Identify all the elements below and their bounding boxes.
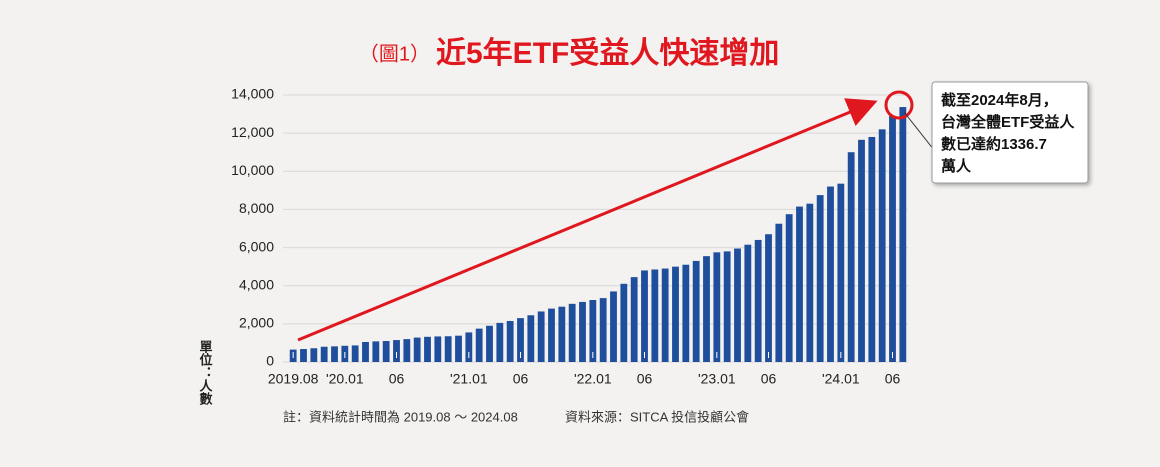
y-tick-label: 14,000 <box>231 86 274 102</box>
y-axis-label: 單位：人數 <box>198 340 213 406</box>
x-tick-label: '23.01 <box>698 371 736 387</box>
bar <box>444 336 452 362</box>
bar <box>620 283 628 362</box>
bar <box>827 186 834 362</box>
bar <box>558 306 566 362</box>
x-tick-label: '22.01 <box>574 371 612 387</box>
bar <box>465 332 473 362</box>
x-tick-label: '21.01 <box>450 371 488 387</box>
bar <box>331 346 338 362</box>
x-tick-label: 06 <box>389 371 405 387</box>
annotation-line: 截至2024年8月， <box>941 91 1058 109</box>
trend-arrow <box>297 98 878 342</box>
annotation-line: 萬人 <box>941 157 972 175</box>
bar <box>310 348 318 362</box>
bar <box>651 269 659 362</box>
bar <box>734 248 741 362</box>
bar <box>682 264 690 362</box>
bar <box>351 345 359 362</box>
bar <box>548 308 555 362</box>
bar <box>320 346 328 362</box>
y-tick-label: 2,000 <box>239 315 274 331</box>
annotation-line: 數已達約1336.7 <box>941 135 1047 153</box>
x-tick-label: '24.01 <box>822 371 860 387</box>
bar <box>723 251 731 362</box>
bar <box>775 223 783 362</box>
x-tick-label: 06 <box>885 371 901 387</box>
y-tick-label: 4,000 <box>239 276 274 292</box>
bar <box>868 136 876 362</box>
bar <box>413 337 421 362</box>
bar <box>434 336 442 362</box>
bar <box>568 303 576 362</box>
bar <box>610 291 617 362</box>
pointer <box>903 111 935 151</box>
plot: 0 2,000 4,000 6,000 8,000 10,000 12,000 14,000 2… <box>231 86 908 387</box>
bar <box>661 268 669 362</box>
bar <box>847 152 855 362</box>
chart-title: 近5年ETF受益人快速增加 <box>436 37 779 70</box>
bar <box>537 311 545 362</box>
bar <box>362 341 369 362</box>
bar <box>372 341 380 362</box>
bar <box>599 298 607 362</box>
bar <box>899 107 907 363</box>
note: 註：資料統計時間為 2019.08 ～ 2024.08 <box>283 409 518 424</box>
bar <box>672 266 679 362</box>
bar <box>486 325 493 362</box>
bar <box>589 300 597 362</box>
bar <box>837 183 845 362</box>
bar <box>858 139 865 362</box>
bar <box>517 318 524 362</box>
x-tick-label: 06 <box>761 371 777 387</box>
bar <box>579 301 586 362</box>
x-tick-label: 06 <box>637 371 653 387</box>
bar <box>703 256 710 362</box>
bar <box>300 349 307 362</box>
y-tick-label: 6,000 <box>239 238 274 254</box>
bar <box>475 328 483 362</box>
x-tick-label: 06 <box>513 371 529 387</box>
annotation-box <box>931 81 1089 184</box>
bar <box>692 260 700 362</box>
bar <box>393 340 400 362</box>
bar <box>641 270 648 362</box>
y-tick-label: 12,000 <box>231 124 274 140</box>
y-tick-label: 8,000 <box>239 200 274 216</box>
bar <box>796 206 803 362</box>
bar <box>506 320 514 362</box>
bar <box>744 244 752 362</box>
bar <box>713 252 721 362</box>
x-tick-label: 2019.08 <box>268 371 319 387</box>
bar <box>816 195 824 362</box>
title-label: （圖1） <box>359 42 430 65</box>
bar <box>878 129 886 362</box>
x-tick-label: '20.01 <box>326 371 364 387</box>
bar <box>889 115 896 362</box>
bar <box>527 315 535 362</box>
annotation-line: 台灣全體ETF受益人 <box>941 113 1075 131</box>
highlight-circle <box>884 90 914 120</box>
bar <box>630 277 638 362</box>
y-tick-label: 0 <box>266 353 274 369</box>
bar <box>496 322 504 362</box>
bar <box>765 234 772 362</box>
bar <box>424 336 431 362</box>
y-tick-label: 10,000 <box>231 162 274 178</box>
bar <box>785 214 793 362</box>
bar <box>806 203 814 362</box>
source: 資料來源：SITCA 投信投顧公會 <box>565 409 749 424</box>
bar <box>455 335 462 362</box>
bar <box>382 341 390 362</box>
bar <box>403 339 411 362</box>
bar <box>754 239 762 362</box>
